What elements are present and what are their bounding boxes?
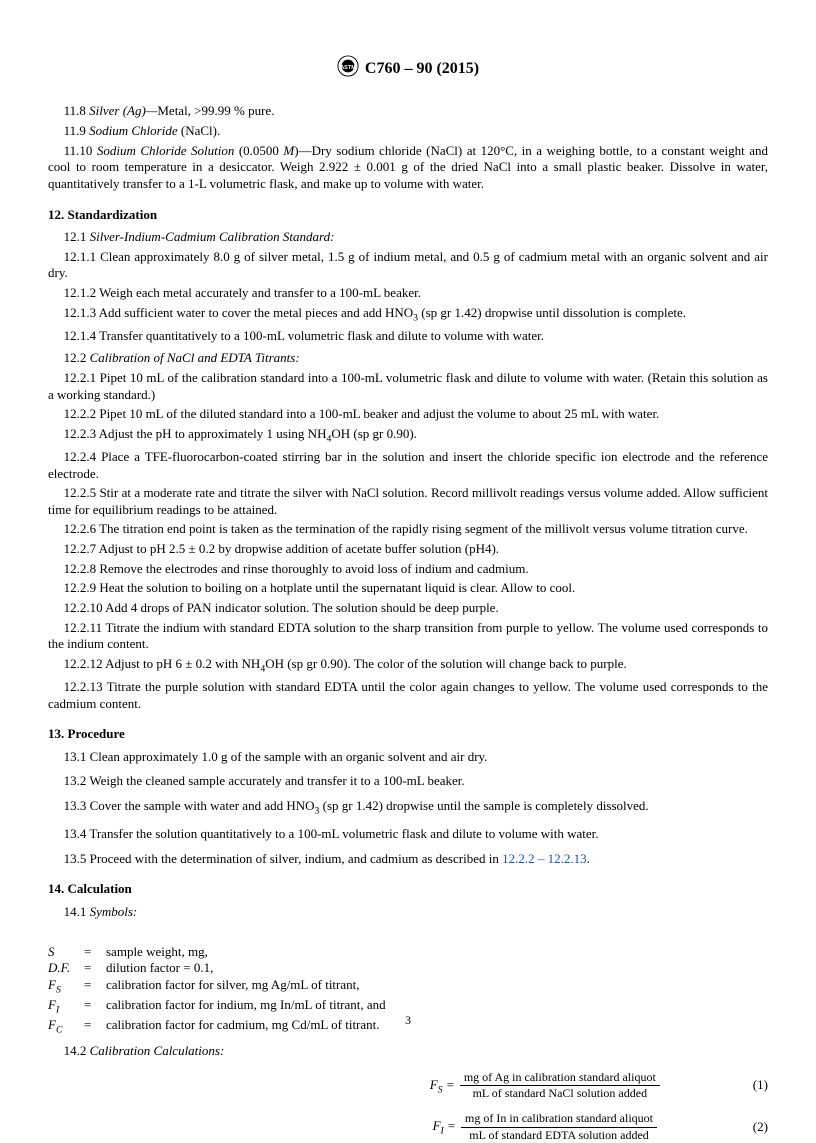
symbol-name: FS	[48, 977, 84, 997]
symbol-definition: dilution factor = 0.1,	[106, 960, 768, 977]
eq1-denominator: mL of standard NaCl solution added	[460, 1086, 660, 1101]
para-13-4: 13.4 Transfer the solution quantitativel…	[48, 826, 768, 843]
para-13-1: 13.1 Clean approximately 1.0 g of the sa…	[48, 749, 768, 766]
para-13-2: 13.2 Weigh the cleaned sample accurately…	[48, 773, 768, 790]
symbol-definition: sample weight, mg,	[106, 944, 768, 961]
para-12-2-4: 12.2.4 Place a TFE-fluorocarbon-coated s…	[48, 449, 768, 482]
symbol-row: D.F.=dilution factor = 0.1,	[48, 960, 768, 977]
eq1-fraction: mg of Ag in calibration standard aliquot…	[460, 1070, 660, 1102]
eq2-lhs: FI =	[433, 1118, 456, 1133]
eq1-numerator: mg of Ag in calibration standard aliquot	[460, 1070, 660, 1086]
para-12-2-11: 12.2.11 Titrate the indium with standard…	[48, 620, 768, 653]
eq2-fraction: mg of In in calibration standard aliquot…	[461, 1111, 657, 1143]
symbol-name: D.F.	[48, 960, 84, 977]
para-12-2-2: 12.2.2 Pipet 10 mL of the diluted standa…	[48, 406, 768, 423]
subhead-12-2: 12.2 Calibration of NaCl and EDTA Titran…	[48, 350, 768, 367]
subhead-12-1: 12.1 Silver-Indium-Cadmium Calibration S…	[48, 229, 768, 246]
para-11-10: 11.10 Sodium Chloride Solution (0.0500 M…	[48, 143, 768, 193]
para-12-2-7: 12.2.7 Adjust to pH 2.5 ± 0.2 by dropwis…	[48, 541, 768, 558]
para-11-8: 11.8 Silver (Ag)—Metal, >99.99 % pure.	[48, 103, 768, 120]
section-12-title: 12. Standardization	[48, 207, 768, 224]
para-13-5: 13.5 Proceed with the determination of s…	[48, 851, 768, 868]
para-12-2-5: 12.2.5 Stir at a moderate rate and titra…	[48, 485, 768, 518]
symbol-equals: =	[84, 977, 106, 997]
section-13-title: 13. Procedure	[48, 726, 768, 743]
eq2-denominator: mL of standard EDTA solution added	[461, 1128, 657, 1143]
para-12-1-4: 12.1.4 Transfer quantitatively to a 100-…	[48, 328, 768, 345]
para-11-9: 11.9 Sodium Chloride (NaCl).	[48, 123, 768, 140]
astm-logo-icon: ASTM	[337, 55, 359, 83]
para-12-2-3: 12.2.3 Adjust the pH to approximately 1 …	[48, 426, 768, 446]
para-12-1-1: 12.1.1 Clean approximately 8.0 g of silv…	[48, 249, 768, 282]
page-number: 3	[0, 1013, 816, 1028]
subhead-14-2: 14.2 Calibration Calculations:	[48, 1043, 768, 1060]
para-12-2-12: 12.2.12 Adjust to pH 6 ± 0.2 with NH4OH …	[48, 656, 768, 676]
eq1-number: (1)	[710, 1077, 768, 1094]
svg-text:ASTM: ASTM	[340, 65, 356, 71]
eq1-lhs: FS =	[430, 1077, 455, 1092]
para-12-2-13: 12.2.13 Titrate the purple solution with…	[48, 679, 768, 712]
eq2-numerator: mg of In in calibration standard aliquot	[461, 1111, 657, 1127]
para-12-2-1: 12.2.1 Pipet 10 mL of the calibration st…	[48, 370, 768, 403]
symbol-definition: calibration factor for silver, mg Ag/mL …	[106, 977, 768, 997]
designation-text: C760 – 90 (2015)	[365, 59, 479, 79]
para-13-3: 13.3 Cover the sample with water and add…	[48, 798, 768, 818]
para-12-1-3: 12.1.3 Add sufficient water to cover the…	[48, 305, 768, 325]
equation-1: FS = mg of Ag in calibration standard al…	[48, 1070, 768, 1102]
symbol-row: S=sample weight, mg,	[48, 944, 768, 961]
para-12-1-2: 12.1.2 Weigh each metal accurately and t…	[48, 285, 768, 302]
para-12-2-8: 12.2.8 Remove the electrodes and rinse t…	[48, 561, 768, 578]
subhead-14-1: 14.1 Symbols:	[48, 904, 768, 921]
para-12-2-9: 12.2.9 Heat the solution to boiling on a…	[48, 580, 768, 597]
section-14-title: 14. Calculation	[48, 881, 768, 898]
equation-2: FI = mg of In in calibration standard al…	[48, 1111, 768, 1143]
symbol-equals: =	[84, 944, 106, 961]
cross-ref-link[interactable]: 12.2.2 – 12.2.13	[502, 851, 587, 866]
symbol-name: S	[48, 944, 84, 961]
symbol-equals: =	[84, 960, 106, 977]
symbol-row: FS=calibration factor for silver, mg Ag/…	[48, 977, 768, 997]
eq2-number: (2)	[710, 1119, 768, 1136]
para-12-2-10: 12.2.10 Add 4 drops of PAN indicator sol…	[48, 600, 768, 617]
document-header: ASTM C760 – 90 (2015)	[48, 55, 768, 83]
para-12-2-6: 12.2.6 The titration end point is taken …	[48, 521, 768, 538]
